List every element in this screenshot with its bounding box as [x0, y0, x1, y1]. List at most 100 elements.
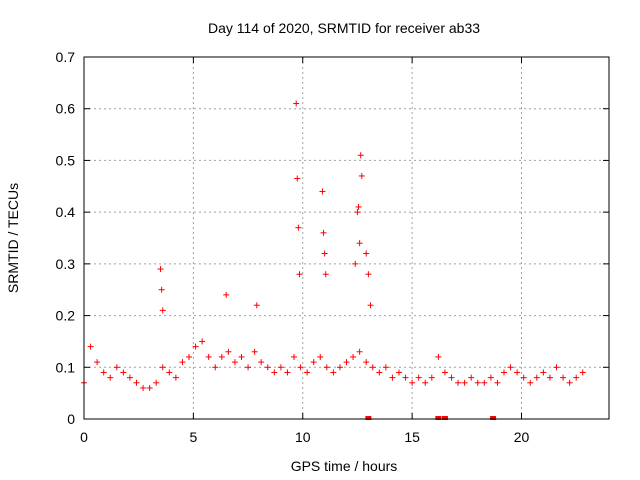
data-point: [319, 188, 326, 195]
data-point: [553, 364, 560, 371]
data-point: [159, 307, 166, 314]
data-point: [225, 348, 232, 355]
data-point: [140, 384, 147, 391]
plot-frame: [83, 56, 610, 420]
data-point: [205, 353, 212, 360]
data-point: [474, 379, 481, 386]
x-axis-label: GPS time / hours: [291, 458, 398, 474]
data-point: [304, 369, 311, 376]
zero-point: [435, 416, 442, 420]
data-point: [402, 374, 409, 381]
data-point: [295, 224, 302, 231]
data-point: [409, 379, 416, 386]
data-point: [153, 379, 160, 386]
data-point: [520, 374, 527, 381]
data-point: [343, 359, 350, 366]
data-point: [507, 364, 514, 371]
x-tick-label: 5: [189, 429, 197, 445]
grid: [84, 57, 609, 419]
data-point: [369, 364, 376, 371]
data-point: [87, 343, 94, 350]
y-tick-label: 0.5: [56, 152, 76, 168]
data-point: [501, 369, 507, 376]
axes: 0 0.1 0.2 0.3 0.4 0.5 0.6 0.7 0 5 10 15 20: [56, 49, 609, 445]
data-point: [166, 369, 173, 376]
data-point: [546, 374, 553, 381]
data-point: [113, 364, 120, 371]
data-point: [494, 379, 501, 386]
data-point: [382, 364, 389, 371]
y-tick-label: 0.1: [56, 359, 76, 375]
data-point: [107, 374, 114, 381]
y-tick-label: 0.6: [56, 101, 76, 117]
data-point: [481, 379, 488, 386]
data-point: [487, 374, 494, 381]
data-point: [133, 379, 140, 386]
data-point: [294, 175, 301, 182]
data-point: [157, 266, 164, 273]
data-point: [199, 338, 206, 345]
data-marks: [81, 100, 586, 420]
y-tick-label: 0.4: [56, 204, 76, 220]
data-point: [172, 374, 179, 381]
y-axis-label: SRMTID / TECUs: [5, 183, 21, 293]
data-point: [441, 369, 448, 376]
data-point: [271, 369, 278, 376]
data-point: [159, 364, 166, 371]
data-point: [146, 384, 153, 391]
data-point: [358, 172, 365, 179]
data-point: [251, 348, 258, 355]
data-point: [297, 364, 304, 371]
data-point: [264, 364, 271, 371]
data-point: [363, 250, 370, 257]
data-point: [566, 379, 573, 386]
x-tick-label: 15: [404, 429, 420, 445]
data-point: [323, 364, 330, 371]
data-point: [352, 260, 359, 267]
data-point: [158, 286, 165, 293]
data-point: [448, 374, 455, 381]
data-point: [533, 374, 540, 381]
data-point: [396, 369, 402, 376]
data-point: [461, 379, 468, 386]
y-tick-label: 0.7: [56, 49, 76, 65]
data-point: [94, 359, 101, 366]
data-point: [415, 374, 422, 381]
data-point: [317, 353, 324, 360]
data-point: [192, 343, 199, 350]
data-point: [560, 374, 567, 381]
data-point: [428, 374, 435, 381]
data-point: [291, 353, 297, 360]
y-tick-label: 0: [67, 411, 75, 427]
zero-point: [365, 416, 372, 420]
data-point: [357, 152, 364, 159]
x-tick-label: 20: [514, 429, 530, 445]
data-point: [356, 240, 363, 247]
data-point: [238, 353, 245, 360]
data-point: [455, 379, 462, 386]
data-point: [573, 374, 580, 381]
data-point: [218, 353, 225, 360]
data-point: [231, 359, 238, 366]
data-point: [293, 100, 300, 107]
x-tick-label: 10: [295, 429, 311, 445]
data-point: [186, 353, 192, 360]
x-tick-label: 0: [80, 429, 88, 445]
data-point: [296, 271, 303, 278]
y-tick-label: 0.2: [56, 308, 76, 324]
data-point: [468, 374, 475, 381]
data-point: [367, 302, 374, 309]
data-point: [514, 369, 521, 376]
data-point: [365, 271, 372, 278]
data-point: [245, 364, 252, 371]
data-point: [179, 359, 186, 366]
zero-point: [490, 416, 497, 420]
data-point: [320, 229, 327, 236]
data-point: [321, 250, 328, 257]
data-point: [336, 364, 343, 371]
data-point: [120, 369, 127, 376]
data-point: [253, 302, 260, 309]
data-point: [356, 348, 363, 355]
data-point: [212, 364, 219, 371]
